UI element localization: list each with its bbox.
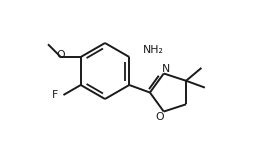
Text: NH₂: NH₂ — [143, 45, 164, 55]
Text: N: N — [162, 63, 170, 73]
Text: O: O — [57, 50, 65, 60]
Text: O: O — [155, 112, 164, 122]
Text: F: F — [52, 90, 59, 100]
